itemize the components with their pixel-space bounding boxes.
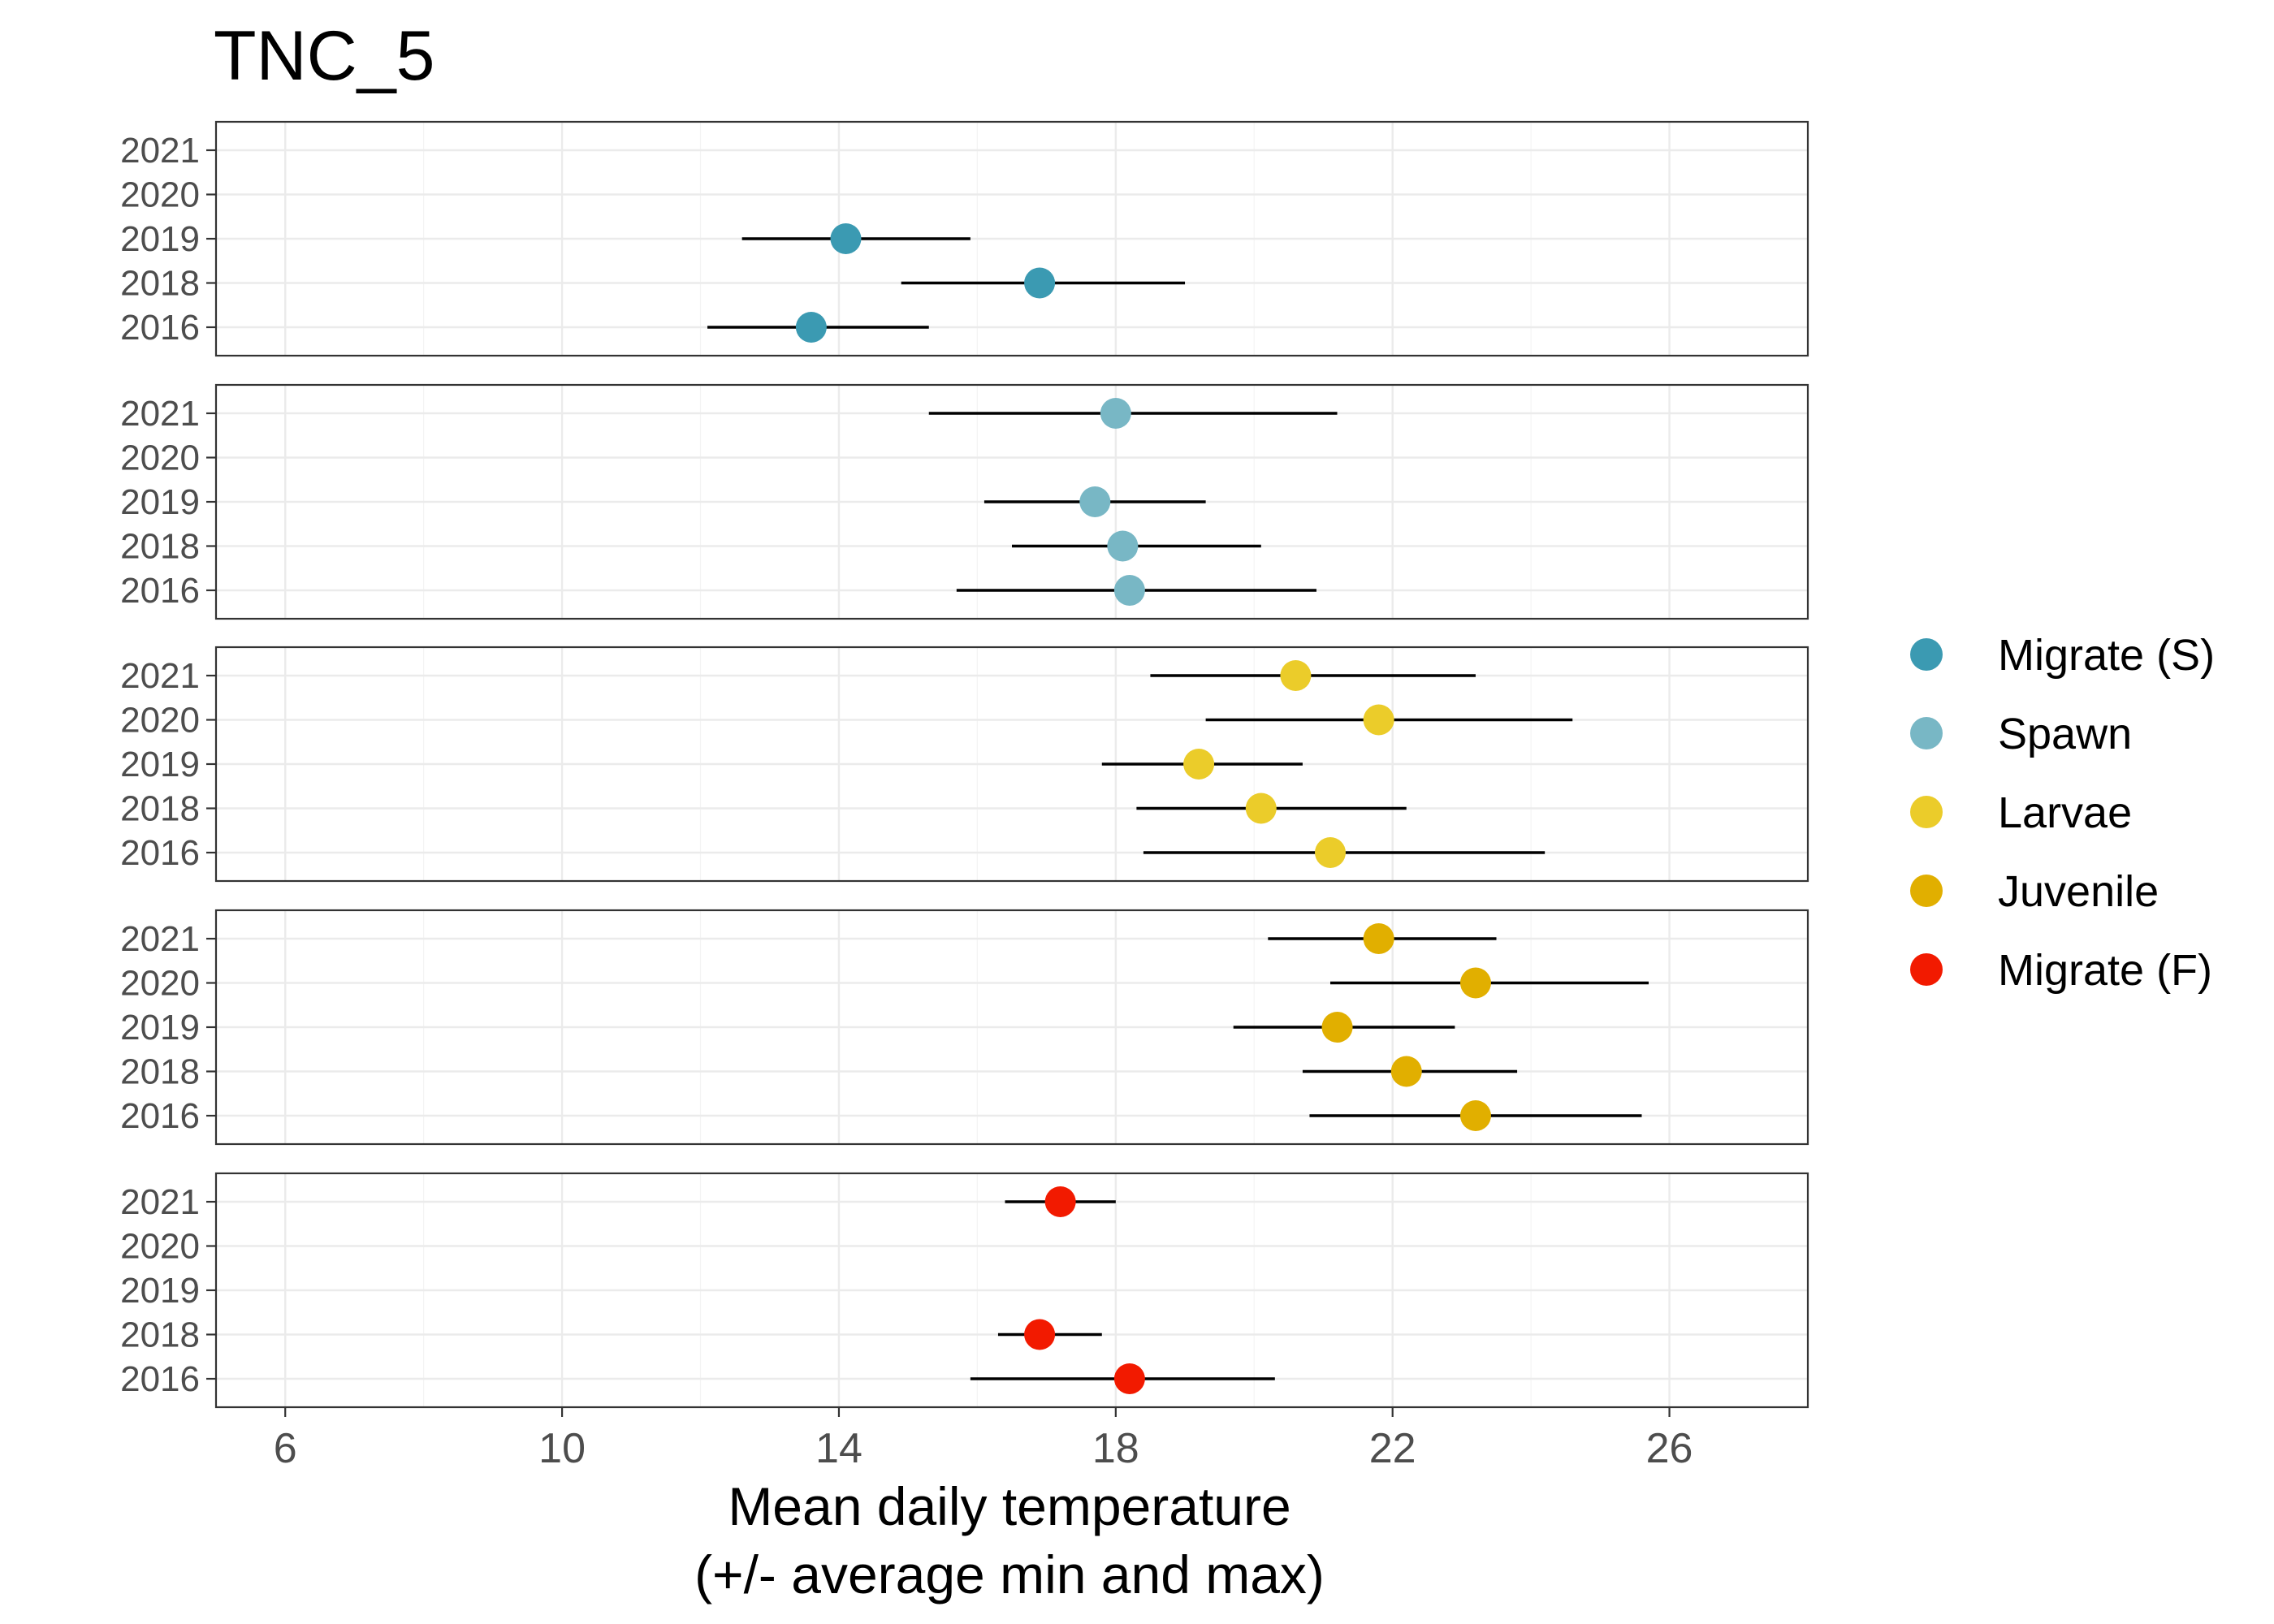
legend-key [1910,875,1943,907]
y-tick-label: 2018 [120,264,200,304]
x-tick-label: 10 [538,1425,586,1472]
legend-item: Spawn [1910,710,2132,758]
legend-item: Juvenile [1910,867,2159,916]
y-tick-label: 2019 [120,1271,200,1311]
data-point [1315,837,1346,868]
y-tick-label: 2018 [120,1052,200,1092]
x-axis-label-line-1: Mean daily temperature [728,1476,1290,1536]
data-point [1321,1012,1353,1043]
x-tick-label: 26 [1646,1425,1693,1472]
y-tick-label: 2018 [120,527,200,567]
data-point [1459,967,1491,999]
x-axis: 6 10 14 18 22 26 [274,1407,1693,1472]
data-point [1245,793,1277,824]
x-tick-label: 18 [1092,1425,1139,1472]
y-tick-label: 2016 [120,1096,200,1136]
y-tick-label: 2020 [120,701,200,741]
data-point [1024,267,1056,299]
data-point [1363,704,1394,736]
y-tick-label: 2020 [120,438,200,478]
legend-key [1910,796,1943,828]
y-tick-label: 2019 [120,745,200,784]
y-tick-label: 2019 [120,219,200,259]
data-point [795,312,827,343]
panel-border [214,1172,1809,1409]
data-point [1363,923,1394,954]
legend-label: Migrate (F) [1998,946,2212,995]
y-tick-label: 2019 [120,1008,200,1047]
data-point [1113,575,1145,606]
data-point [1044,1186,1076,1217]
y-tick-label: 2021 [120,394,200,434]
panel-border [214,383,1809,620]
legend-key [1910,638,1943,671]
data-point [1183,749,1215,780]
x-tick-label: 22 [1369,1425,1416,1472]
legend-key [1910,953,1943,986]
y-tick-label: 2018 [120,1315,200,1355]
y-tick-label: 2016 [120,1359,200,1399]
legend-item: Migrate (S) [1910,631,2215,680]
y-tick-label: 2020 [120,175,200,215]
data-point [830,223,862,254]
legend-label: Migrate (S) [1998,631,2215,680]
legend: Migrate (S) Spawn Larvae Juvenile Migrate (F… [1910,631,2215,995]
y-tick-label: 2021 [120,131,200,171]
data-point [1113,1363,1145,1394]
y-tick-label: 2021 [120,1182,200,1222]
x-tick-label: 14 [815,1425,862,1472]
y-tick-label: 2021 [120,656,200,696]
chart-title: TNC_5 [214,17,434,95]
legend-item: Larvae [1910,788,2132,837]
panels-layer: 2021202020192018201620212020201920182016… [120,120,1809,1409]
data-point [1459,1100,1491,1131]
data-point [1079,486,1111,517]
legend-label: Larvae [1998,788,2132,837]
panel-border [214,646,1809,883]
data-point [1024,1319,1056,1350]
data-point [1107,530,1139,562]
y-tick-label: 2020 [120,1227,200,1267]
x-tick-label: 6 [274,1425,297,1472]
y-tick-label: 2020 [120,964,200,1004]
legend-label: Spawn [1998,710,2132,758]
y-tick-label: 2018 [120,789,200,829]
y-tick-label: 2016 [120,833,200,873]
data-point [1100,398,1131,429]
y-tick-label: 2016 [120,308,200,348]
y-tick-label: 2021 [120,919,200,959]
x-axis-label-line-2: (+/- average min and max) [694,1544,1325,1605]
legend-key [1910,717,1943,749]
panel-border [214,120,1809,357]
panel-border [214,909,1809,1146]
y-tick-label: 2019 [120,482,200,522]
data-point [1390,1056,1422,1087]
y-tick-label: 2016 [120,571,200,611]
legend-item: Migrate (F) [1910,946,2212,995]
data-point [1280,660,1312,691]
legend-label: Juvenile [1998,867,2159,916]
